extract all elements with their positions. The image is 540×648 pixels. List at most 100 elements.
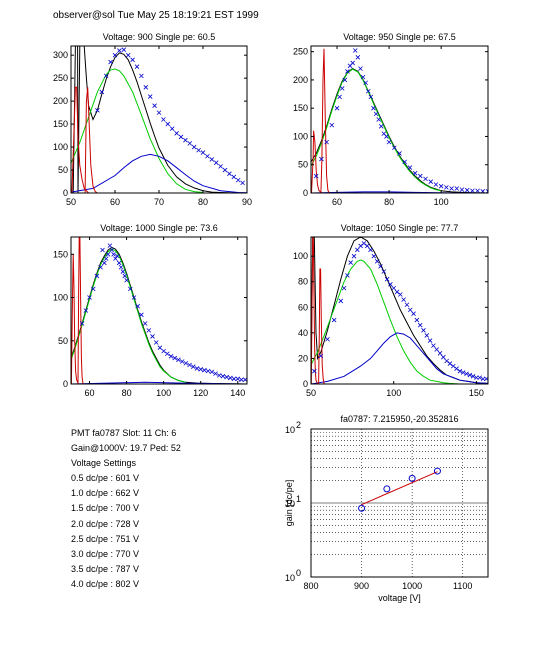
y-tick-label: 100: [53, 142, 68, 152]
data-point: [449, 186, 454, 191]
x-tick-label: 800: [303, 581, 318, 591]
data-point: [235, 177, 241, 183]
plot-area: [71, 46, 247, 193]
y-tick-label: 100: [293, 131, 308, 141]
data-point: [345, 69, 350, 74]
gain-point: [408, 474, 416, 482]
data-point: [421, 328, 426, 333]
data-point: [190, 364, 196, 369]
data-point: [120, 269, 126, 274]
x-tick-label: 140: [230, 388, 245, 398]
series-line-0: [71, 246, 247, 384]
setting-3: 2.0 dc/pe : 728 V: [71, 518, 140, 529]
y-tick-label: 150: [53, 119, 68, 129]
data-point: [371, 253, 377, 259]
gain-point: [433, 467, 441, 475]
data-point: [404, 302, 410, 308]
data-point: [109, 247, 115, 253]
data-point: [99, 89, 105, 95]
y-tick-label: 40: [298, 328, 308, 338]
data-point: [324, 139, 329, 145]
data-point: [384, 276, 390, 282]
data-point: [165, 351, 170, 357]
data-point: [368, 247, 373, 253]
panel-title: fa0787: 7.215950,-20.352816: [340, 414, 458, 424]
data-point: [352, 48, 358, 53]
data-point: [338, 298, 344, 304]
data-point: [428, 179, 434, 184]
data-point: [103, 256, 109, 261]
data-point: [444, 185, 449, 190]
pmt-line: PMT fa0787 Slot: 11 Ch: 6: [71, 428, 177, 438]
setting-6: 3.5 dc/pe : 787 V: [71, 563, 140, 574]
data-point: [358, 243, 363, 249]
data-point: [438, 183, 444, 189]
data-point: [464, 371, 469, 377]
data-point: [187, 362, 192, 368]
series-line-2: [71, 153, 247, 193]
data-point: [339, 86, 345, 91]
plot-area: [311, 237, 488, 384]
header-timestamp: observer@sol Tue May 25 18:19:21 EST 199…: [53, 10, 259, 21]
data-point: [122, 273, 128, 279]
x-tick-label: 80: [198, 197, 208, 207]
data-point: [143, 85, 149, 90]
data-point: [444, 358, 449, 364]
data-point: [358, 66, 363, 71]
y-tick-label: 60: [298, 302, 308, 312]
data-point: [157, 345, 163, 350]
data-point: [100, 247, 105, 253]
data-point: [350, 60, 355, 66]
data-point: [156, 110, 162, 115]
y-tick-label: 10: [285, 573, 295, 583]
x-tick-label: 80: [122, 388, 132, 398]
data-point: [102, 260, 107, 266]
data-point: [198, 367, 203, 372]
data-point: [176, 357, 181, 363]
data-point: [417, 322, 423, 328]
data-point: [118, 264, 124, 270]
series-line-1: [71, 68, 204, 193]
y-tick-exponent: 0: [296, 568, 301, 578]
data-point: [477, 375, 483, 380]
data-point: [361, 241, 367, 246]
series-line-3: [71, 254, 79, 384]
data-point: [441, 354, 446, 360]
data-point: [407, 165, 413, 170]
axes-box: [310, 428, 489, 578]
data-point: [363, 80, 368, 86]
y-tick-label: 150: [293, 103, 308, 113]
y-tick-label: 250: [293, 47, 308, 57]
y-tick-label: 10: [285, 499, 295, 509]
x-tick-label: 60: [332, 197, 342, 207]
data-point: [130, 57, 135, 63]
data-point: [161, 348, 166, 354]
y-tick-label: 200: [53, 96, 68, 106]
gain-point: [358, 504, 366, 512]
x-tick-label: 100: [434, 197, 449, 207]
data-point: [434, 347, 440, 352]
data-point: [150, 334, 155, 339]
data-point: [467, 372, 473, 378]
setting-7: 4.0 dc/pe : 802 V: [71, 578, 140, 589]
setting-0: 0.5 dc/pe : 601 V: [71, 473, 140, 484]
panel-title: Voltage: 1050 Single pe: 77.7: [341, 223, 459, 233]
data-point: [454, 366, 459, 371]
data-point: [345, 273, 350, 278]
axes-box: [310, 236, 489, 385]
x-tick-label: 1000: [402, 581, 422, 591]
data-point: [376, 117, 381, 122]
data-point: [165, 121, 171, 127]
y-tick-label: 50: [58, 336, 68, 346]
y-tick-label: 50: [58, 165, 68, 175]
series-line-3: [311, 237, 319, 384]
y-tick-label: 300: [53, 50, 68, 60]
data-point: [135, 303, 140, 309]
x-tick-label: 50: [306, 388, 316, 398]
data-point: [355, 247, 360, 253]
y-tick-label: 200: [293, 75, 308, 85]
plot-area: [71, 237, 247, 384]
data-point: [239, 377, 244, 382]
panel-2: 60 80 100 120 140 0 50 100 150 Voltage: 1000 Sing…: [53, 223, 248, 398]
data-point: [384, 134, 389, 139]
